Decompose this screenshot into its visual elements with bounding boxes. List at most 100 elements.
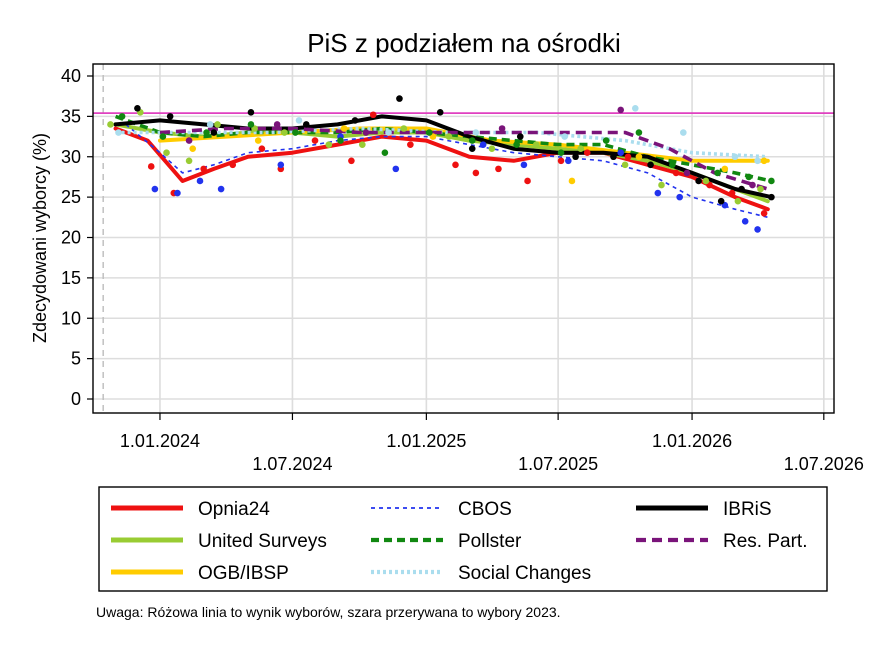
point-res-part: [498, 125, 506, 132]
point-ibris: [516, 133, 524, 140]
trend-res-part: [159, 126, 769, 191]
point-cbos: [754, 226, 761, 233]
point-pollster: [425, 129, 433, 136]
point-pollster: [602, 137, 610, 144]
point-opnia24: [369, 111, 377, 119]
point-ibris: [351, 117, 359, 124]
point-ogb-ibsp: [254, 137, 262, 144]
footnote: Uwaga: Różowa linia to wynik wyborów, sz…: [96, 604, 561, 620]
legend-label-cbos: CBOS: [458, 499, 512, 520]
point-opnia24: [258, 145, 266, 152]
point-ogb-ibsp: [340, 125, 348, 132]
point-united-surveys: [734, 197, 742, 205]
point-ogb-ibsp: [635, 153, 643, 161]
point-opnia24: [311, 137, 319, 144]
trend-opnia24: [113, 126, 770, 212]
y-tick-label: 0: [71, 389, 81, 409]
trend-pollster: [114, 114, 772, 183]
legend-label-res-part: Res. Part.: [723, 531, 807, 552]
point-pollster: [768, 177, 775, 185]
point-united-surveys: [107, 121, 114, 128]
point-cbos: [741, 218, 749, 225]
point-united-surveys: [400, 125, 408, 132]
legend-label-opnia24: Opnia24: [198, 499, 270, 520]
point-cbos: [654, 189, 662, 197]
legend-label-ogb-ibsp: OGB/IBSP: [198, 563, 289, 584]
point-opnia24: [557, 157, 565, 165]
point-ogb-ibsp: [721, 165, 729, 173]
legend-label-social-changes: Social Changes: [458, 563, 591, 584]
point-ibris: [695, 177, 702, 185]
point-cbos: [479, 141, 487, 148]
point-cbos: [565, 157, 572, 165]
y-tick-label: 40: [61, 66, 81, 86]
point-pollster: [669, 161, 676, 169]
point-cbos: [151, 185, 159, 193]
point-social-changes: [206, 121, 214, 128]
point-ibris: [768, 193, 775, 201]
point-ibris: [738, 185, 745, 193]
point-ogb-ibsp: [760, 157, 768, 165]
y-tick-label: 25: [61, 187, 81, 207]
point-opnia24: [760, 209, 768, 217]
point-ibris: [210, 129, 218, 136]
point-united-surveys: [359, 141, 366, 148]
point-social-changes: [385, 129, 392, 136]
y-tick-label: 5: [71, 349, 81, 369]
point-opnia24: [495, 165, 502, 173]
y-tick-label: 15: [61, 268, 81, 288]
point-opnia24: [472, 169, 480, 177]
x-tick-label: 1.07.2024: [252, 454, 332, 474]
point-opnia24: [147, 163, 155, 170]
x-tick-label: 1.07.2025: [518, 454, 598, 474]
point-ibris: [572, 153, 579, 161]
point-pollster: [337, 137, 344, 144]
point-res-part: [273, 121, 281, 128]
point-opnia24: [348, 157, 355, 165]
point-ibris: [436, 109, 444, 116]
y-tick-label: 30: [61, 147, 81, 167]
legend: Opnia24 United Surveys OGB/IBSP CBOS Pollste…: [111, 499, 807, 584]
point-united-surveys: [488, 145, 496, 152]
point-ibris: [302, 121, 310, 128]
point-opnia24: [229, 161, 237, 169]
point-cbos: [196, 177, 204, 185]
x-tick-label: 1.07.2026: [784, 454, 864, 474]
point-pollster: [292, 129, 299, 136]
legend-label-ibris: IBRiS: [723, 499, 772, 520]
point-ibris: [166, 113, 174, 120]
point-united-surveys: [702, 177, 710, 185]
point-opnia24: [624, 153, 632, 161]
point-united-surveys: [325, 141, 333, 148]
point-pollster: [513, 141, 520, 148]
point-opnia24: [583, 149, 591, 157]
point-ibris: [247, 109, 255, 116]
point-ibris: [647, 161, 654, 169]
point-opnia24: [524, 177, 531, 185]
point-pollster: [381, 149, 389, 157]
point-pollster: [635, 129, 643, 136]
point-pollster: [714, 169, 721, 177]
point-res-part: [617, 106, 625, 114]
legend-label-pollster: Pollster: [458, 531, 522, 552]
point-pollster: [557, 149, 565, 157]
x-axis: 1.01.2024 1.07.2024 1.01.2025 1.07.2025 1.01…: [120, 413, 864, 474]
point-ibris: [134, 105, 141, 112]
y-tick-label: 10: [61, 308, 81, 328]
point-pollster: [247, 121, 255, 128]
y-tick-label: 20: [61, 228, 81, 248]
y-axis: 0 5 10 15 20 25 30 35 40: [61, 66, 93, 409]
point-opnia24: [672, 169, 680, 177]
scatter-points: [107, 95, 775, 233]
point-opnia24: [407, 141, 414, 148]
point-social-changes: [115, 129, 122, 136]
point-ibris: [610, 153, 617, 161]
point-pollster: [118, 113, 126, 120]
point-res-part: [683, 169, 691, 177]
point-opnia24: [452, 161, 459, 169]
point-united-surveys: [214, 121, 221, 128]
point-ogb-ibsp: [568, 177, 576, 185]
point-social-changes: [561, 133, 568, 140]
point-res-part: [362, 129, 370, 136]
point-res-part: [185, 137, 193, 144]
